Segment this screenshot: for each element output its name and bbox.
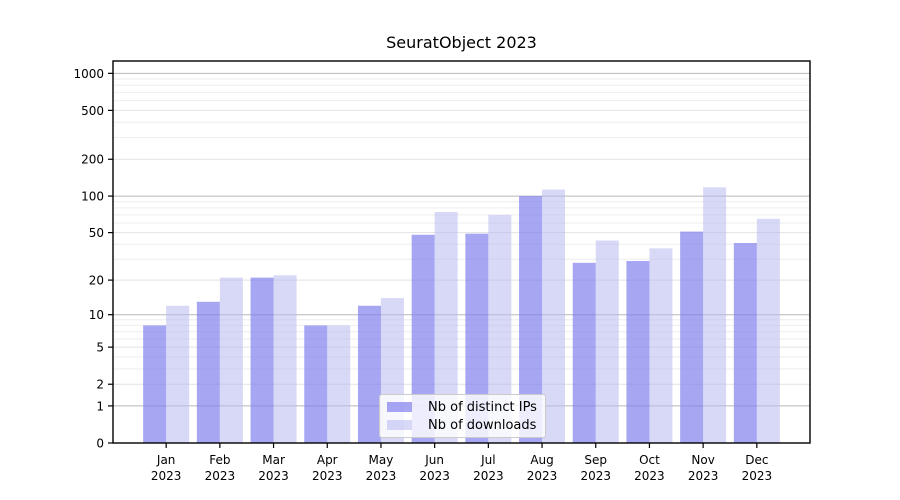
x-tick-label-month: Oct bbox=[639, 453, 660, 467]
x-tick-label-month: Feb bbox=[209, 453, 230, 467]
x-tick-label-year: 2023 bbox=[473, 469, 504, 483]
bar-jun-downloads bbox=[434, 211, 458, 443]
bar-nov-ips bbox=[680, 231, 704, 443]
x-tick-label-year: 2023 bbox=[205, 469, 236, 483]
x-tick-label-month: Jan bbox=[156, 453, 176, 467]
x-tick-label-month: Aug bbox=[530, 453, 553, 467]
x-tick-label-year: 2023 bbox=[634, 469, 665, 483]
legend: Nb of distinct IPs Nb of downloads bbox=[379, 394, 546, 438]
y-tick-label: 1 bbox=[96, 399, 104, 413]
x-tick-label-year: 2023 bbox=[527, 469, 558, 483]
bar-aug-ips bbox=[519, 196, 543, 443]
bar-nov-downloads bbox=[703, 187, 727, 443]
x-tick-label-month: Apr bbox=[317, 453, 338, 467]
bar-feb-downloads bbox=[219, 277, 243, 443]
y-tick-label: 50 bbox=[89, 226, 104, 240]
x-tick-label-month: Jun bbox=[424, 453, 444, 467]
y-tick-label: 0 bbox=[96, 437, 104, 451]
x-tick-label-year: 2023 bbox=[258, 469, 289, 483]
bar-jul-ips bbox=[465, 233, 489, 443]
y-tick-label: 500 bbox=[81, 104, 104, 118]
bar-may-ips bbox=[357, 305, 381, 443]
bar-sep-ips bbox=[572, 262, 596, 443]
legend-swatch-downloads bbox=[387, 420, 412, 430]
chart-title: SeuratObject 2023 bbox=[386, 33, 537, 52]
bar-oct-downloads bbox=[649, 248, 673, 443]
x-tick-label-month: Sep bbox=[584, 453, 607, 467]
x-tick-label-year: 2023 bbox=[312, 469, 343, 483]
bar-jun-ips bbox=[411, 234, 435, 443]
bar-sep-downloads bbox=[595, 240, 619, 443]
bar-apr-ips bbox=[304, 325, 328, 443]
y-tick-label: 100 bbox=[81, 190, 104, 204]
bar-jul-downloads bbox=[488, 214, 512, 443]
y-tick-label: 10 bbox=[89, 308, 104, 322]
x-tick-label-year: 2023 bbox=[688, 469, 719, 483]
bar-feb-ips bbox=[196, 301, 220, 443]
plot-box bbox=[112, 60, 811, 444]
x-tick-label-month: Mar bbox=[262, 453, 285, 467]
y-tick-label: 2 bbox=[96, 378, 104, 392]
legend-swatch-distinct-ips bbox=[387, 402, 412, 412]
bar-mar-downloads bbox=[273, 275, 297, 443]
x-tick-label-year: 2023 bbox=[742, 469, 773, 483]
x-tick-label-month: Jul bbox=[480, 453, 495, 467]
y-tick-label: 1000 bbox=[73, 67, 104, 81]
x-tick-label-month: Nov bbox=[691, 453, 714, 467]
x-tick-label-year: 2023 bbox=[580, 469, 611, 483]
bar-oct-ips bbox=[626, 261, 650, 443]
x-tick-label-month: Dec bbox=[745, 453, 768, 467]
legend-label-downloads: Nb of downloads bbox=[428, 417, 537, 433]
x-tick-label-year: 2023 bbox=[151, 469, 182, 483]
y-tick-label: 20 bbox=[89, 274, 104, 288]
bar-mar-ips bbox=[250, 277, 274, 443]
legend-label-distinct-ips: Nb of distinct IPs bbox=[428, 399, 537, 415]
x-tick-label-month: May bbox=[369, 453, 394, 467]
y-tick-label: 5 bbox=[96, 341, 104, 355]
bar-aug-downloads bbox=[542, 189, 566, 443]
legend-row-distinct-ips: Nb of distinct IPs bbox=[386, 398, 539, 416]
bar-dec-downloads bbox=[756, 218, 780, 443]
bar-apr-downloads bbox=[327, 325, 351, 443]
y-tick-label: 200 bbox=[81, 153, 104, 167]
x-tick-label-year: 2023 bbox=[366, 469, 397, 483]
x-tick-label-year: 2023 bbox=[419, 469, 450, 483]
bar-jan-downloads bbox=[166, 305, 190, 443]
legend-row-downloads: Nb of downloads bbox=[386, 416, 539, 434]
bar-dec-ips bbox=[733, 243, 757, 443]
bar-jan-ips bbox=[143, 325, 167, 443]
